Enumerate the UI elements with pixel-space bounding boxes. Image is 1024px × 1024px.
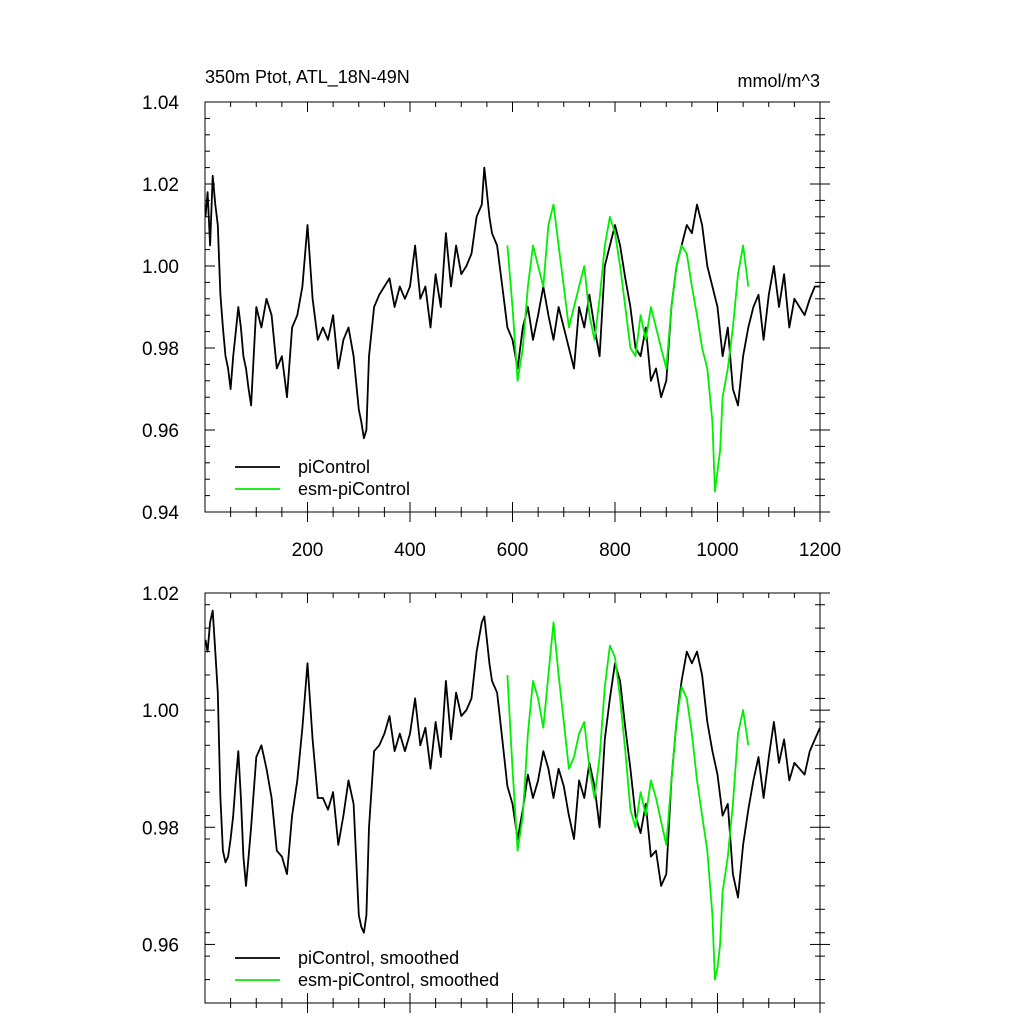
y-tick-label: 0.94: [142, 503, 179, 524]
series-line-0: [204, 609, 821, 934]
x-tick-label: 1000: [696, 540, 738, 561]
bottom-panel: 0.96 0.98 1.00 1.02 piControl, smoothedesm-p…: [142, 584, 830, 1013]
y-tick-label: 0.96: [142, 421, 179, 442]
x-tick-label: 200: [292, 540, 324, 561]
y-tick-label: 1.00: [142, 701, 179, 722]
x-tick-label: 400: [394, 540, 426, 561]
x-tick-label: 1200: [799, 540, 841, 561]
series-line-0: [204, 166, 820, 440]
series-line-1: [506, 203, 750, 493]
y-tick-label: 1.04: [142, 93, 179, 114]
y-tick-label: 0.98: [142, 818, 179, 839]
x-tick-label: 800: [599, 540, 631, 561]
y-tick-label: 1.02: [142, 584, 179, 605]
legend-label: esm-piControl: [298, 479, 410, 499]
y-tick-label: 0.96: [142, 935, 179, 956]
plot-frame: [204, 592, 821, 1004]
series-line-1: [506, 621, 750, 981]
x-tick-label: 600: [497, 540, 529, 561]
units-label: mmol/m^3: [738, 71, 820, 91]
y-tick-label: 0.98: [142, 339, 179, 360]
legend-label: piControl, smoothed: [298, 948, 459, 968]
legend-label: piControl: [298, 457, 370, 477]
chart-title: 350m Ptot, ATL_18N-49N: [205, 67, 410, 88]
y-tick-label: 1.00: [142, 257, 179, 278]
legend-label: esm-piControl, smoothed: [298, 970, 499, 990]
top-panel: 200 400 600 800 1000 1200 0.94 0.96 0.98 1.00 1.02…: [142, 93, 841, 561]
y-tick-label: 1.02: [142, 175, 179, 196]
